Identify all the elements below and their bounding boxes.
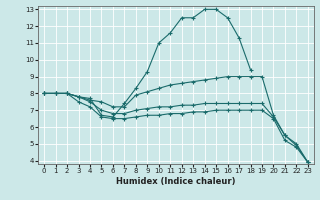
X-axis label: Humidex (Indice chaleur): Humidex (Indice chaleur) [116,177,236,186]
